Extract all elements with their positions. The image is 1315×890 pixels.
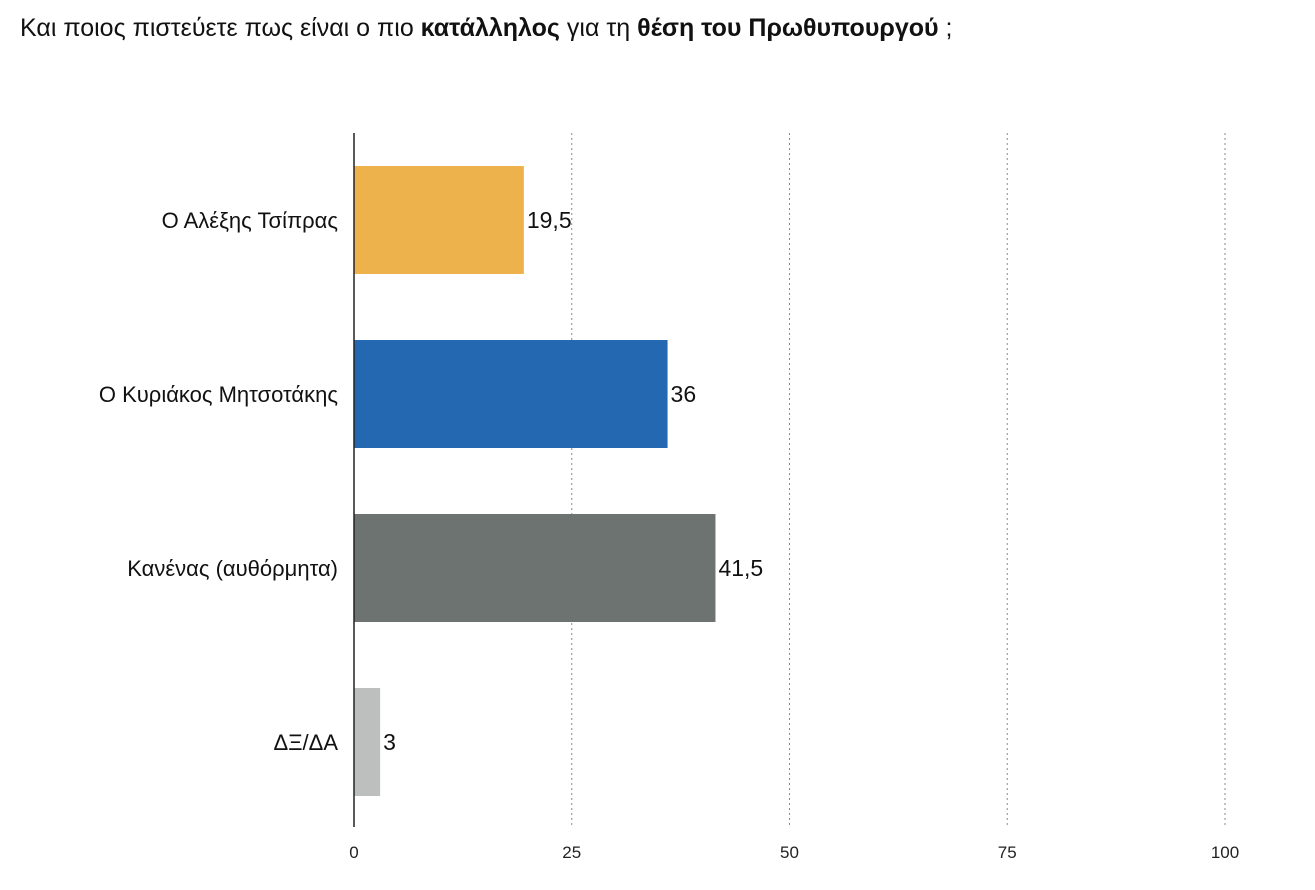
category-label-4: ΔΞ/ΔΑ xyxy=(274,730,339,755)
x-tick-label-50: 50 xyxy=(780,843,799,862)
bar-3 xyxy=(354,514,716,622)
title-part-4: θέση του Πρωθυπουργού xyxy=(637,14,939,42)
value-label-1: 19,5 xyxy=(527,207,572,233)
value-label-2: 36 xyxy=(671,381,697,407)
x-tick-label-0: 0 xyxy=(349,843,358,862)
title-part-3: για τη xyxy=(559,14,638,42)
title-part-2: κατάλληλος xyxy=(420,14,560,42)
value-label-3: 41,5 xyxy=(718,555,763,581)
category-label-1: Ο Αλέξης Τσίπρας xyxy=(162,208,338,233)
x-tick-label-75: 75 xyxy=(998,843,1017,862)
category-label-2: Ο Κυριάκος Μητσοτάκης xyxy=(99,382,338,407)
bar-2 xyxy=(354,340,668,448)
title-part-5: ; xyxy=(938,14,953,42)
title-part-1: Και ποιος πιστεύετε πως είναι ο πιο xyxy=(20,14,421,42)
value-label-4: 3 xyxy=(383,729,396,755)
bar-1 xyxy=(354,166,524,274)
x-tick-label-100: 100 xyxy=(1211,843,1239,862)
x-tick-label-25: 25 xyxy=(562,843,581,862)
chart-title: Και ποιος πιστεύετε πως είναι ο πιο κατά… xyxy=(20,12,952,44)
bar-4 xyxy=(354,688,381,796)
category-label-3: Κανένας (αυθόρμητα) xyxy=(127,556,338,581)
